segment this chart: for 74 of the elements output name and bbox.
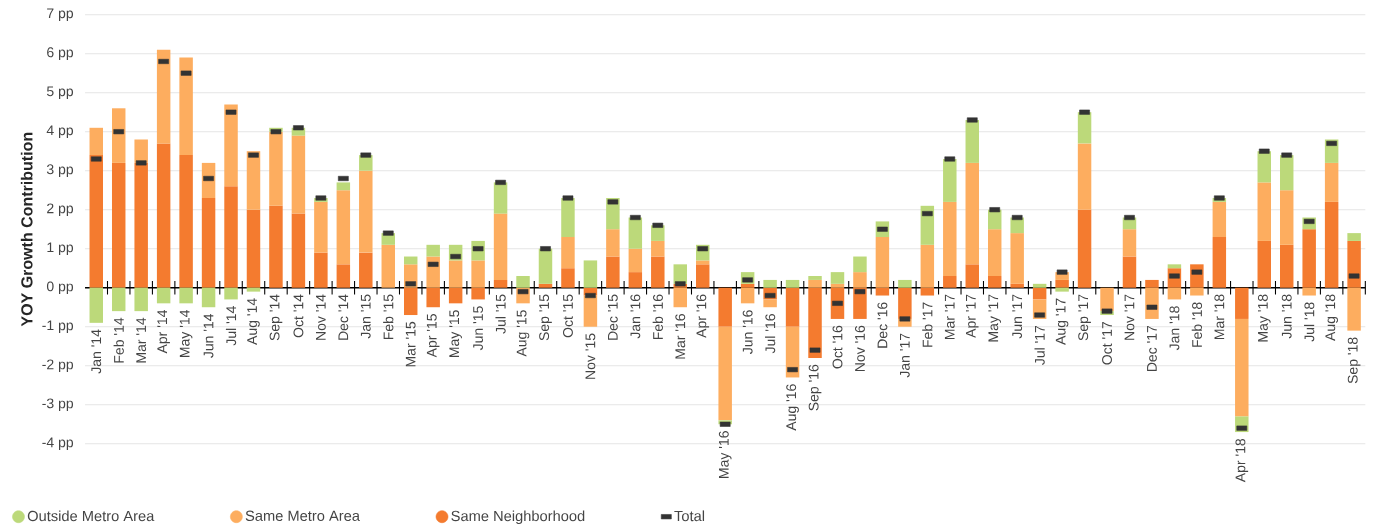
- x-tick-label: Feb '15: [383, 294, 394, 340]
- x-tick-label: May '14: [179, 310, 193, 358]
- x-tick-label: May '15: [449, 310, 462, 358]
- x-tick-label: Sep '17: [1078, 294, 1091, 341]
- x-tick-label: Aug '14: [247, 298, 260, 345]
- x-tick-label: Oct '16: [832, 325, 843, 369]
- y-tick-label: 0 pp: [46, 281, 74, 295]
- x-tick-label: Dec '14: [338, 294, 349, 340]
- x-tick-label: Nov '14: [316, 294, 326, 340]
- x-tick-label: Apr '14: [157, 310, 170, 354]
- y-tick-label: -4 pp: [42, 437, 74, 451]
- x-tick-label: Feb '17: [922, 302, 933, 347]
- y-axis-title: YOY Growth Contribution: [20, 132, 33, 327]
- y-tick-label: -3 pp: [42, 398, 74, 412]
- x-tick-label: Jan '17: [900, 333, 910, 378]
- x-tick-label: Mar '15: [405, 321, 416, 367]
- x-tick-label: Feb '14: [113, 317, 124, 363]
- x-tick-label: May '18: [1257, 294, 1271, 342]
- x-tick-label: Dec '17: [1147, 326, 1157, 372]
- y-tick-label: 7 pp: [47, 8, 74, 22]
- x-tick-label: Sep '14: [269, 294, 283, 341]
- x-tick-label: Sep '16: [808, 364, 822, 411]
- x-tick-label: Jan '18: [1169, 306, 1180, 351]
- x-tick-label: Jul '14: [225, 306, 237, 346]
- x-tick-label: Oct '17: [1102, 322, 1112, 365]
- x-tick-label: Dec '16: [877, 302, 888, 348]
- x-tick-label: Feb '16: [652, 294, 663, 340]
- x-tick-label: Apr '17: [966, 294, 979, 338]
- legend-label: Same Neighborhood: [451, 510, 585, 525]
- x-tick-label: Jan '14: [91, 329, 102, 374]
- x-tick-label: Apr '16: [696, 294, 710, 338]
- y-tick-label: 2 pp: [47, 203, 74, 217]
- y-tick-label: 6 pp: [47, 47, 74, 61]
- x-tick-label: Mar '17: [944, 294, 955, 340]
- y-tick-label: 5 pp: [46, 86, 74, 100]
- x-tick-label: Aug '16: [786, 384, 799, 431]
- x-tick-label: Oct '15: [563, 294, 573, 338]
- x-tick-label: Mar '14: [136, 317, 147, 363]
- legend-label: Outside Metro Area: [27, 510, 155, 522]
- x-tick-label: Nov '17: [1124, 294, 1135, 340]
- legend-label: Total: [674, 510, 705, 522]
- x-tick-label: Nov '15: [585, 333, 596, 379]
- x-tick-label: Aug '15: [516, 310, 530, 357]
- x-tick-label: Jun '18: [1281, 294, 1292, 339]
- y-tick-label: 1 pp: [47, 242, 74, 256]
- x-tick-label: Sep '18: [1347, 337, 1361, 384]
- x-tick-label: Aug '18: [1325, 294, 1338, 342]
- x-tick-label: May '16: [718, 431, 732, 479]
- y-tick-label: 4 pp: [46, 125, 74, 139]
- x-tick-label: Mar '18: [1214, 294, 1225, 340]
- y-tick-label: -2 pp: [42, 359, 74, 373]
- x-tick-label: May '17: [988, 294, 1001, 342]
- x-tick-label: Jul '15: [495, 294, 506, 334]
- y-tick-label: 3 pp: [46, 164, 74, 178]
- x-tick-label: Jun '15: [473, 306, 483, 351]
- x-tick-label: Apr '18: [1235, 439, 1249, 483]
- y-tick-label: -1 pp: [42, 320, 74, 334]
- x-tick-label: Nov '16: [855, 325, 865, 372]
- x-tick-label: Jun '17: [1012, 294, 1023, 339]
- x-tick-label: Sep '15: [539, 294, 552, 341]
- x-tick-label: Jan '15: [360, 294, 371, 339]
- x-tick-label: Jul '16: [764, 314, 776, 354]
- x-tick-label: Dec '15: [608, 294, 618, 340]
- x-tick-label: Jun '16: [742, 310, 753, 355]
- x-tick-label: Feb '18: [1191, 302, 1203, 347]
- legend-label: Same Metro Area: [245, 510, 360, 522]
- x-tick-label: Apr '15: [426, 314, 440, 358]
- x-tick-label: Jan '16: [630, 294, 641, 339]
- x-tick-label: Mar '16: [675, 314, 686, 359]
- x-tick-label: Jul '17: [1034, 326, 1045, 366]
- x-tick-label: Jul '18: [1304, 302, 1315, 342]
- x-tick-label: Jun '14: [203, 314, 214, 359]
- x-tick-label: Oct '14: [293, 294, 304, 338]
- x-tick-label: Aug '17: [1055, 298, 1069, 345]
